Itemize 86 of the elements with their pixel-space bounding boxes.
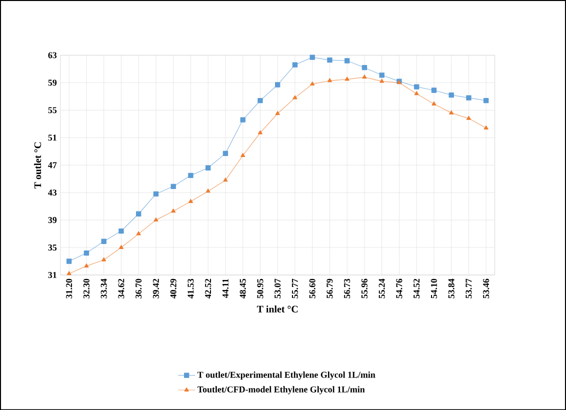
- point: [66, 270, 72, 275]
- y-tick-label: 31: [48, 272, 56, 278]
- point: [310, 81, 315, 86]
- point: [414, 90, 419, 96]
- point: [362, 74, 367, 79]
- point: [171, 208, 176, 212]
- point: [206, 165, 211, 170]
- x-tick-label: 39.42: [152, 278, 159, 298]
- y-tick-label: 55: [48, 107, 57, 114]
- point: [484, 125, 488, 130]
- x-tick-label: 44.11: [222, 278, 228, 298]
- point: [466, 95, 472, 100]
- point: [275, 110, 280, 115]
- y-axis-title: T outlet °C: [34, 142, 42, 188]
- x-tick-label: 41.53: [188, 278, 194, 298]
- point: [153, 191, 159, 196]
- x-tick-label: 31.20: [66, 278, 72, 298]
- point: [484, 98, 489, 104]
- y-tick-label: 51: [48, 134, 56, 141]
- point: [292, 62, 298, 68]
- x-tick-label: 40.29: [170, 278, 176, 298]
- point: [344, 58, 350, 64]
- y-tick-label: 39: [48, 216, 57, 223]
- point: [292, 95, 298, 100]
- point: [170, 184, 176, 189]
- point: [327, 57, 332, 63]
- point: [379, 72, 384, 78]
- x-tick-label: 54.76: [396, 278, 402, 298]
- legend-label: T outlet/Experimental Ethylene Glycol 1L/min: [198, 371, 376, 380]
- y-tick-label: 47: [48, 162, 57, 168]
- x-tick-label: 32.30: [83, 278, 90, 298]
- point: [240, 152, 246, 157]
- point: [188, 172, 194, 178]
- point: [380, 78, 384, 83]
- x-tick-label: 56.60: [309, 278, 316, 298]
- x-tick-label: 55.77: [292, 278, 298, 298]
- point: [432, 101, 436, 106]
- point: [258, 98, 263, 104]
- y-tick-label: 43: [48, 189, 57, 196]
- point: [188, 198, 193, 203]
- point: [206, 188, 210, 193]
- point: [102, 257, 106, 262]
- point: [118, 228, 124, 234]
- point: [449, 110, 454, 114]
- x-tick-label: 55.96: [361, 278, 368, 298]
- point: [154, 217, 158, 222]
- point: [275, 82, 280, 88]
- point: [310, 54, 315, 60]
- point: [222, 150, 228, 156]
- x-axis-title: T inlet °C: [256, 305, 298, 312]
- y-tick-label: 35: [48, 244, 57, 250]
- y-tick-label: 59: [48, 80, 57, 86]
- point: [448, 92, 454, 98]
- point: [362, 64, 368, 70]
- x-tick-label: 42.52: [205, 278, 212, 298]
- x-tick-label: 55.24: [378, 278, 385, 298]
- x-tick-label: 54.52: [414, 278, 420, 298]
- x-tick-label: 56.73: [344, 278, 350, 298]
- x-tick-label: 56.79: [326, 278, 333, 298]
- x-tick-label: 54.10: [430, 278, 438, 298]
- point: [240, 117, 246, 122]
- point: [414, 84, 420, 90]
- x-tick-label: 53.46: [483, 278, 490, 298]
- x-tick-label: 50.95: [257, 278, 264, 298]
- x-tick-label: 53.84: [448, 278, 454, 298]
- point: [136, 231, 141, 236]
- x-tick-label: 33.34: [100, 278, 107, 298]
- x-tick-label: 53.07: [274, 278, 281, 298]
- legend-label: Toutlet/CFD-model Ethylene Glycol 1L/min: [198, 386, 365, 394]
- point: [466, 116, 472, 120]
- point: [258, 130, 262, 134]
- point: [101, 238, 106, 244]
- point: [344, 76, 350, 81]
- point: [431, 88, 437, 93]
- x-tick-label: 34.62: [118, 278, 124, 298]
- x-tick-label: 53.77: [466, 278, 472, 298]
- y-tick-label: 63: [48, 52, 57, 58]
- point: [84, 250, 90, 256]
- point: [327, 78, 332, 82]
- point: [66, 258, 72, 264]
- point: [84, 263, 89, 268]
- x-tick-label: 36.70: [136, 278, 142, 298]
- x-tick-label: 48.45: [240, 278, 246, 298]
- point: [223, 178, 228, 182]
- point: [136, 211, 142, 216]
- point: [118, 244, 124, 249]
